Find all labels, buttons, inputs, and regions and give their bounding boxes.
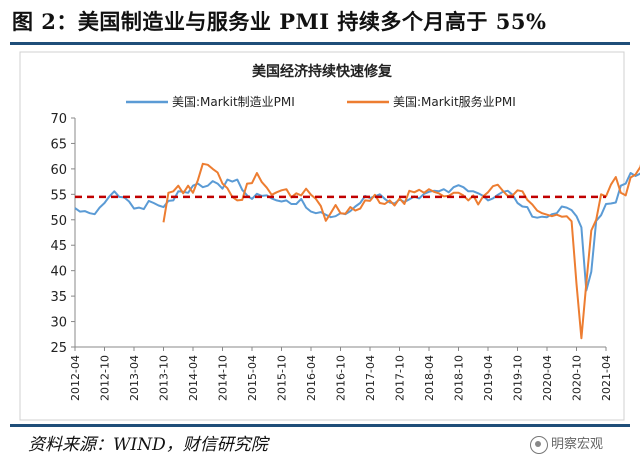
legend-label-manufacturing: 美国:Markit制造业PMI — [172, 95, 295, 109]
x-tick-label: 2012-10 — [99, 355, 112, 401]
x-tick-label: 2018-10 — [453, 355, 466, 401]
x-tick-label: 2017-10 — [394, 355, 407, 401]
y-tick-label: 45 — [50, 239, 67, 254]
y-tick-label: 30 — [50, 316, 67, 331]
x-tick-label: 2020-04 — [541, 355, 554, 401]
x-tick-label: 2018-04 — [423, 355, 436, 401]
chart-title: 美国经济持续快速修复 — [252, 63, 393, 80]
y-tick-label: 35 — [50, 290, 67, 305]
figure-title: 图 2：美国制造业与服务业 PMI 持续多个月高于 55% — [12, 9, 547, 34]
x-tick-label: 2020-10 — [571, 355, 584, 401]
source-note: 资料来源：WIND，财信研究院 — [28, 435, 268, 455]
axes: 25 30 35 40 45 50 55 60 65 70 2012-04 2012-10 2013-0… — [50, 112, 613, 401]
x-tick-label: 2013-10 — [158, 355, 171, 401]
x-tick-label: 2019-04 — [482, 355, 495, 401]
x-tick-label: 2015-04 — [246, 355, 259, 401]
y-tick-label: 65 — [50, 137, 67, 152]
legend: 美国:Markit制造业PMI 美国:Markit服务业PMI — [126, 94, 516, 109]
y-tick-label: 40 — [50, 265, 67, 280]
series-layer — [74, 162, 640, 340]
y-tick-label: 25 — [50, 341, 67, 356]
wechat-logo-icon — [530, 435, 548, 454]
x-tick-label: 2015-10 — [276, 355, 289, 401]
x-tick-label: 2014-10 — [217, 355, 230, 401]
x-tick-label: 2016-04 — [305, 355, 318, 401]
series-line-services — [162, 162, 640, 340]
x-tick-label: 2017-04 — [364, 355, 377, 401]
x-tick-label: 2014-04 — [187, 355, 200, 401]
bottom-rule — [10, 424, 630, 427]
x-tick-label: 2021-04 — [600, 355, 613, 401]
x-tick-label: 2016-10 — [335, 355, 348, 401]
y-tick-label: 50 — [50, 214, 67, 229]
watermark-text: 明察宏观 — [551, 437, 604, 452]
top-rule — [10, 42, 630, 45]
y-tick-label: 55 — [50, 188, 67, 203]
x-tick-label: 2019-10 — [512, 355, 525, 401]
chart-border — [19, 51, 625, 421]
x-tick-label: 2012-04 — [69, 355, 82, 401]
watermark: 明察宏观 — [530, 432, 603, 458]
y-tick-label: 60 — [50, 163, 67, 178]
y-tick-label: 70 — [50, 112, 67, 127]
legend-label-services: 美国:Markit服务业PMI — [393, 94, 516, 109]
x-tick-label: 2013-04 — [128, 355, 141, 401]
